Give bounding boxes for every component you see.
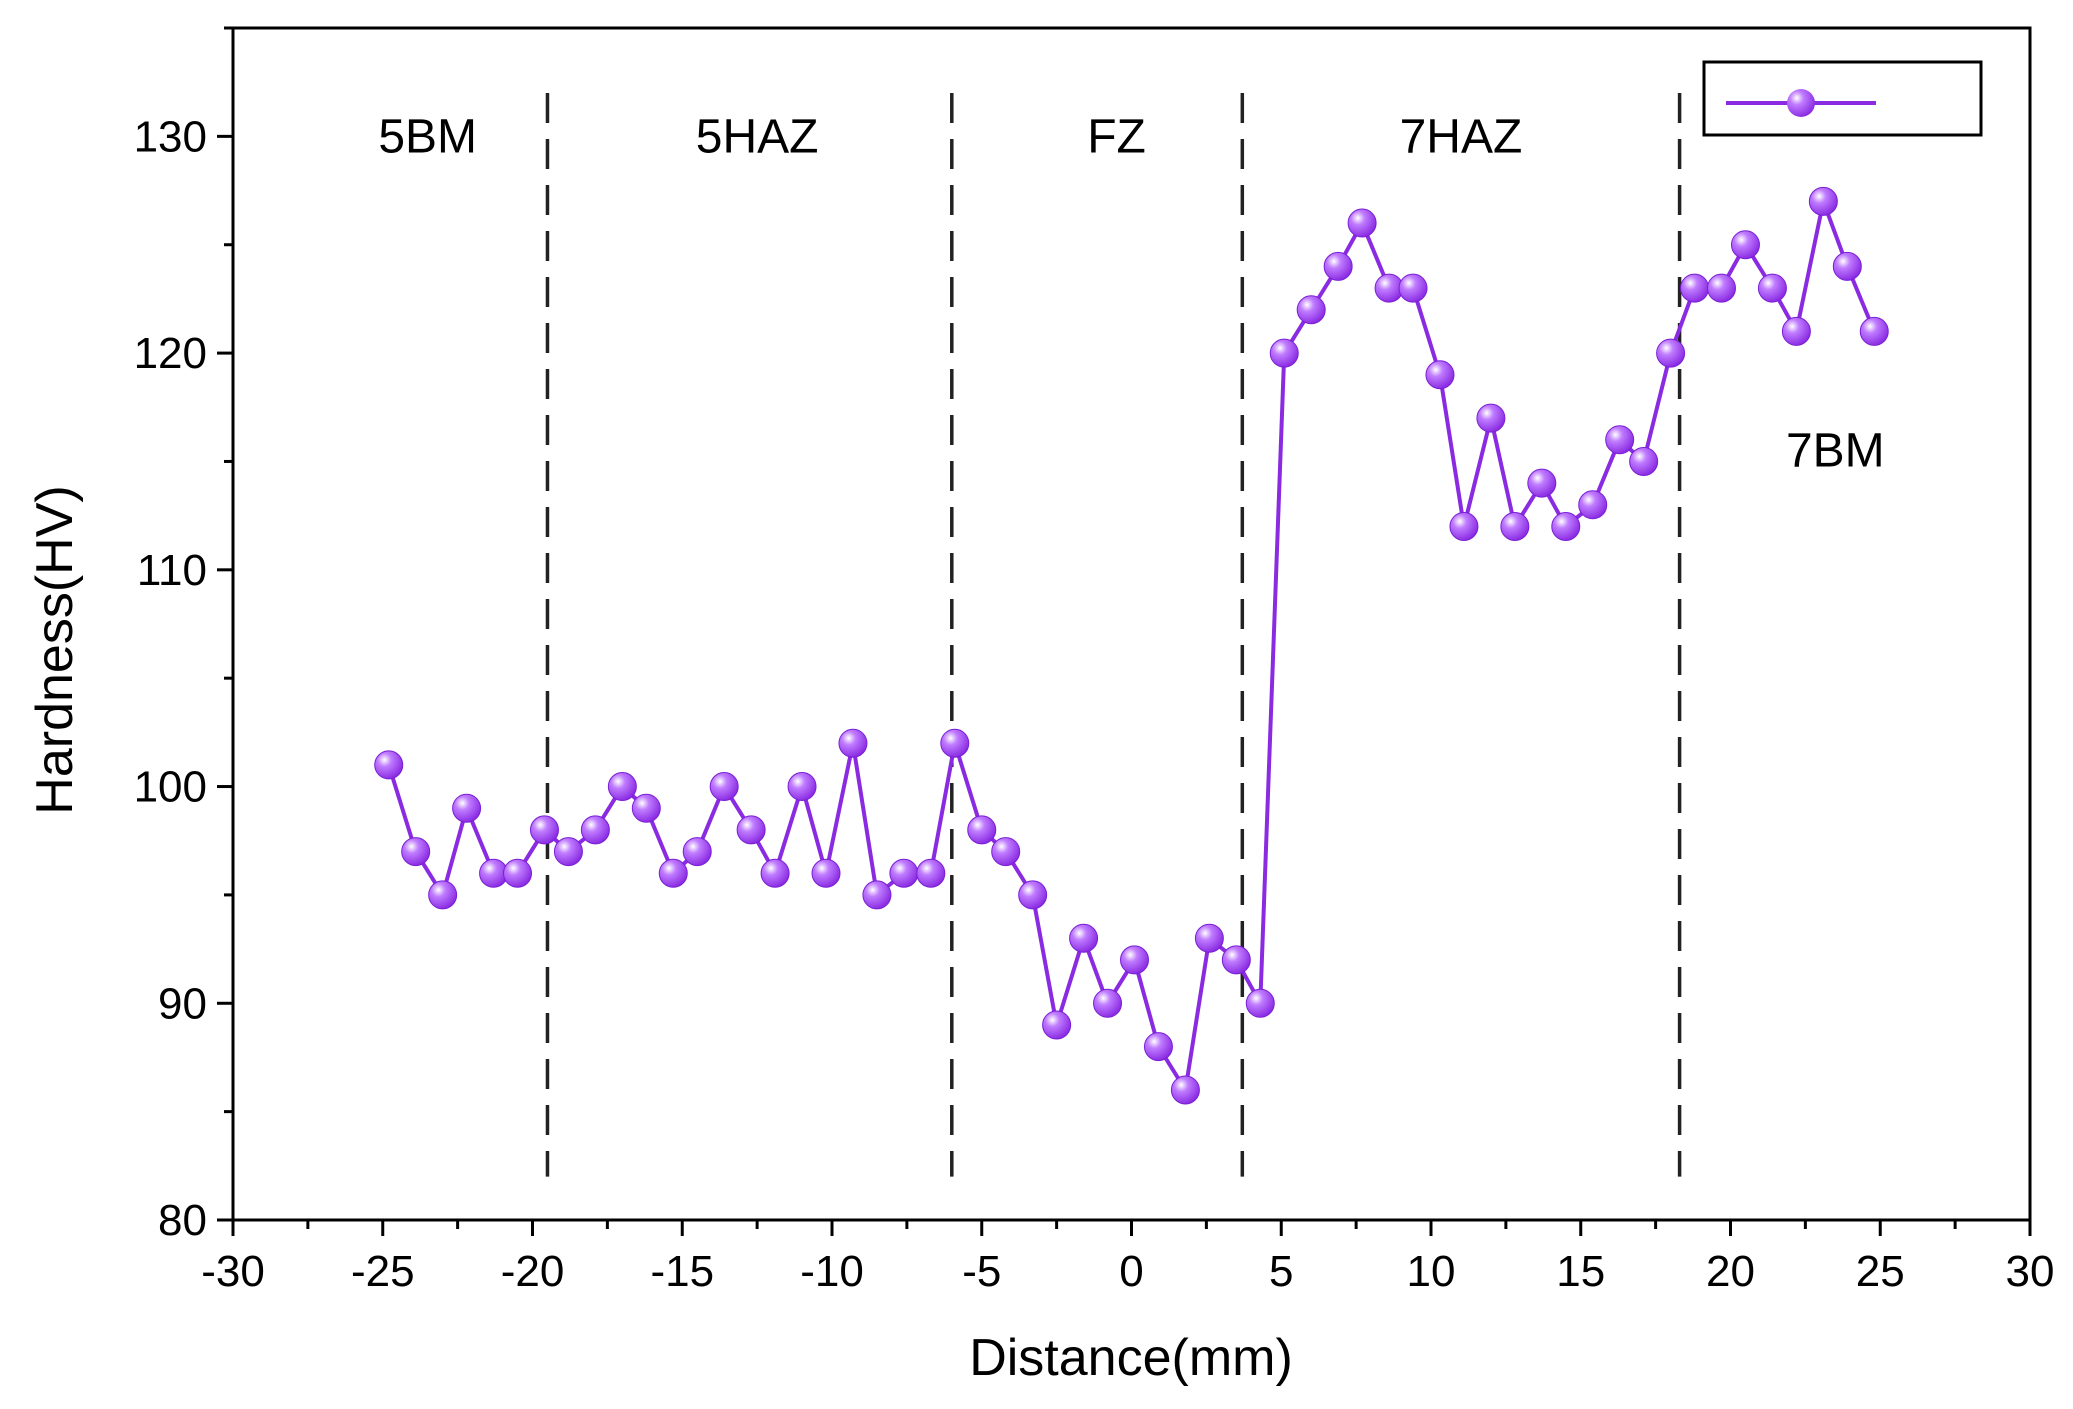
data-point bbox=[1069, 923, 1099, 953]
data-point bbox=[1347, 208, 1377, 238]
data-point bbox=[1808, 186, 1838, 216]
data-point bbox=[787, 772, 817, 802]
region-label: 5BM bbox=[378, 110, 477, 163]
y-tick-label: 120 bbox=[134, 329, 207, 378]
data-point bbox=[760, 858, 790, 888]
data-point bbox=[1629, 446, 1659, 476]
data-point bbox=[1527, 468, 1557, 498]
data-point bbox=[1449, 511, 1479, 541]
data-point bbox=[580, 815, 610, 845]
data-point bbox=[1551, 511, 1581, 541]
region-label: FZ bbox=[1087, 110, 1146, 163]
data-point bbox=[374, 750, 404, 780]
data-point bbox=[1500, 511, 1530, 541]
data-point bbox=[503, 858, 533, 888]
x-tick-label: 20 bbox=[1706, 1247, 1755, 1296]
data-point bbox=[607, 772, 637, 802]
x-tick-label: -25 bbox=[351, 1247, 415, 1296]
data-point bbox=[1476, 403, 1506, 433]
data-point bbox=[529, 815, 559, 845]
data-point bbox=[1605, 425, 1635, 455]
x-tick-label: -5 bbox=[962, 1247, 1001, 1296]
y-tick-label: 100 bbox=[134, 763, 207, 812]
data-point bbox=[1119, 945, 1149, 975]
x-tick-label: 30 bbox=[2006, 1247, 2055, 1296]
data-point bbox=[1269, 338, 1299, 368]
data-point bbox=[1018, 880, 1048, 910]
data-point bbox=[709, 772, 739, 802]
region-labels: 5BM 5HAZ FZ 7HAZ 7BM bbox=[378, 110, 1884, 477]
axes bbox=[231, 26, 2032, 1222]
data-point bbox=[428, 880, 458, 910]
data-point bbox=[1707, 273, 1737, 303]
data-point bbox=[1578, 490, 1608, 520]
y-tick-label: 110 bbox=[137, 546, 207, 595]
data-point bbox=[1730, 230, 1760, 260]
data-point bbox=[1245, 988, 1275, 1018]
legend-box bbox=[1702, 60, 1983, 137]
data-point bbox=[1042, 1010, 1072, 1040]
y-tick-label: 90 bbox=[158, 979, 207, 1028]
data-point bbox=[1170, 1075, 1200, 1105]
data-point bbox=[1832, 251, 1862, 281]
x-axis-title: Distance(mm) bbox=[969, 1329, 1293, 1387]
ticks: -30 -25 -20 -15 -10 -5 0 5 10 15 20 25 30 80 90 100 110 1… bbox=[134, 26, 2055, 1296]
data-point bbox=[967, 815, 997, 845]
data-point bbox=[1323, 251, 1353, 281]
data-point bbox=[658, 858, 688, 888]
data-point bbox=[1425, 360, 1455, 390]
data-point bbox=[1194, 923, 1224, 953]
region-label: 5HAZ bbox=[696, 110, 819, 163]
x-tick-label: -20 bbox=[501, 1247, 565, 1296]
region-label: 7BM bbox=[1786, 425, 1885, 478]
data-point bbox=[940, 728, 970, 758]
data-point bbox=[1398, 273, 1428, 303]
data-point bbox=[838, 728, 868, 758]
region-boundaries bbox=[545, 93, 1682, 1177]
data-point bbox=[862, 880, 892, 910]
legend bbox=[1702, 60, 1983, 137]
plot-frame bbox=[231, 26, 2032, 1222]
x-tick-label: 10 bbox=[1407, 1247, 1456, 1296]
data-point bbox=[1093, 988, 1123, 1018]
data-point bbox=[631, 793, 661, 823]
data-point bbox=[452, 793, 482, 823]
data-point bbox=[811, 858, 841, 888]
data-point bbox=[889, 858, 919, 888]
y-tick-label: 80 bbox=[158, 1196, 207, 1245]
data-point bbox=[1143, 1032, 1173, 1062]
data-point bbox=[1680, 273, 1710, 303]
x-tick-label: 5 bbox=[1269, 1247, 1293, 1296]
data-point bbox=[1296, 295, 1326, 325]
x-tick-label: 25 bbox=[1856, 1247, 1905, 1296]
legend-marker bbox=[1787, 89, 1815, 117]
y-axis-title: Hardness(HV) bbox=[26, 485, 84, 814]
series-hardness bbox=[374, 186, 1889, 1105]
data-point bbox=[1221, 945, 1251, 975]
y-tick-label: 130 bbox=[134, 112, 207, 161]
data-point bbox=[1656, 338, 1686, 368]
x-tick-label: -30 bbox=[201, 1247, 265, 1296]
x-tick-label: 15 bbox=[1556, 1247, 1605, 1296]
x-tick-label: -10 bbox=[800, 1247, 864, 1296]
data-point bbox=[736, 815, 766, 845]
x-tick-label: -15 bbox=[650, 1247, 714, 1296]
data-point bbox=[991, 837, 1021, 867]
data-point bbox=[401, 837, 431, 867]
data-point bbox=[916, 858, 946, 888]
data-point bbox=[1859, 316, 1889, 346]
data-point bbox=[553, 837, 583, 867]
data-point bbox=[1757, 273, 1787, 303]
x-tick-label: 0 bbox=[1119, 1247, 1143, 1296]
region-label: 7HAZ bbox=[1400, 110, 1523, 163]
data-point bbox=[682, 837, 712, 867]
data-point bbox=[1781, 316, 1811, 346]
